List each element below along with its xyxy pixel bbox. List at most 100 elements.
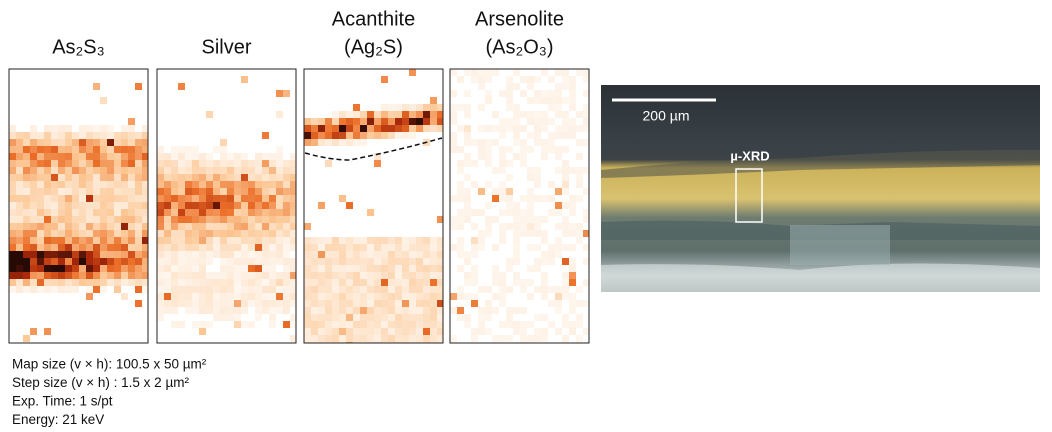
map-pixel <box>269 209 276 216</box>
map-pixel <box>388 111 395 118</box>
scale-label: 200 µm <box>643 108 690 124</box>
map-pixel <box>346 258 353 265</box>
map-pixel <box>464 132 471 139</box>
map-pixel <box>346 335 353 342</box>
map-pixel <box>9 244 16 251</box>
map-pixel <box>562 97 569 104</box>
map-pixel <box>325 293 332 300</box>
map-pixel <box>51 188 58 195</box>
map-pixel <box>220 314 227 321</box>
map-pixel <box>86 160 93 167</box>
map-pixel <box>142 188 148 195</box>
map-pixel <box>44 139 51 146</box>
map-pixel <box>171 181 178 188</box>
map-pixel <box>192 209 199 216</box>
map-pixel <box>65 160 72 167</box>
map-pixel <box>367 293 374 300</box>
map-pixel <box>199 300 206 307</box>
map-pixel <box>30 153 37 160</box>
map-pixel <box>114 202 121 209</box>
map-pixel <box>107 188 114 195</box>
map-pixel <box>513 258 520 265</box>
map-pixel <box>360 118 367 125</box>
map-pixel <box>37 244 44 251</box>
map-pixel <box>485 300 492 307</box>
map-pixel <box>381 286 388 293</box>
map-pixel <box>255 279 262 286</box>
map-pixel <box>178 83 185 90</box>
map-pixel <box>423 314 430 321</box>
map-pixel <box>241 279 248 286</box>
map-pixel <box>450 132 457 139</box>
map-pixel <box>499 181 506 188</box>
map-pixel <box>135 279 142 286</box>
map-pixel <box>157 314 164 321</box>
map-pixel <box>548 181 555 188</box>
map-pixel <box>255 223 262 230</box>
map-pixel <box>157 300 164 307</box>
map-pixel <box>51 258 58 265</box>
map-pixel <box>93 209 100 216</box>
map-pixel <box>199 265 206 272</box>
map-pixel <box>16 258 23 265</box>
marker-label: µ-XRD <box>730 148 769 163</box>
map-pixel <box>367 307 374 314</box>
map-pixel <box>220 293 227 300</box>
map-pixel <box>16 167 23 174</box>
map-pixel <box>353 300 360 307</box>
map-pixel <box>520 111 527 118</box>
map-pixel <box>241 237 248 244</box>
map-pixel <box>171 237 178 244</box>
map-pixel <box>555 293 562 300</box>
map-pixel <box>471 160 478 167</box>
map-pixel <box>276 181 283 188</box>
map-pixel <box>199 244 206 251</box>
map-pixel <box>492 216 499 223</box>
map-pixel <box>513 202 520 209</box>
map-pixel <box>262 167 269 174</box>
map-pixel <box>121 202 128 209</box>
map-pixel <box>569 265 576 272</box>
map-pixel <box>283 188 290 195</box>
map-pixel <box>37 258 44 265</box>
map-pixel <box>51 132 58 139</box>
map-pixel <box>114 272 121 279</box>
map-pixel <box>121 279 128 286</box>
map-pixel <box>192 153 199 160</box>
map-pixel <box>290 153 296 160</box>
map-pixel <box>541 293 548 300</box>
map-pixel <box>128 251 135 258</box>
map-pixel <box>430 279 437 286</box>
map-pixel <box>30 195 37 202</box>
map-pixel <box>227 314 234 321</box>
map-pixel <box>471 265 478 272</box>
map-pixel <box>227 300 234 307</box>
map-pixel <box>471 300 478 307</box>
map-pixel <box>269 321 276 328</box>
map-pixel <box>248 272 255 279</box>
map-pixel <box>520 153 527 160</box>
map-pixel <box>388 265 395 272</box>
map-pixel <box>171 321 178 328</box>
map-pixel <box>276 258 283 265</box>
map-pixel <box>555 167 562 174</box>
map-pixel <box>9 258 16 265</box>
map-pixel <box>262 132 269 139</box>
map-pixel <box>234 307 241 314</box>
map-pixel <box>86 167 93 174</box>
map-pixel <box>304 237 311 244</box>
map-pixel <box>311 265 318 272</box>
map-pixel <box>569 90 576 97</box>
map-pixel <box>51 153 58 160</box>
map-pixel <box>192 258 199 265</box>
map-pixel <box>353 132 360 139</box>
map-pixel <box>374 279 381 286</box>
map-pixel <box>423 125 430 132</box>
map-pixel <box>548 300 555 307</box>
map-pixel <box>304 244 311 251</box>
map-pixel <box>513 237 520 244</box>
map-pixel <box>499 146 506 153</box>
map-pixel <box>325 328 332 335</box>
map-pixel <box>30 188 37 195</box>
map-pixel <box>541 230 548 237</box>
